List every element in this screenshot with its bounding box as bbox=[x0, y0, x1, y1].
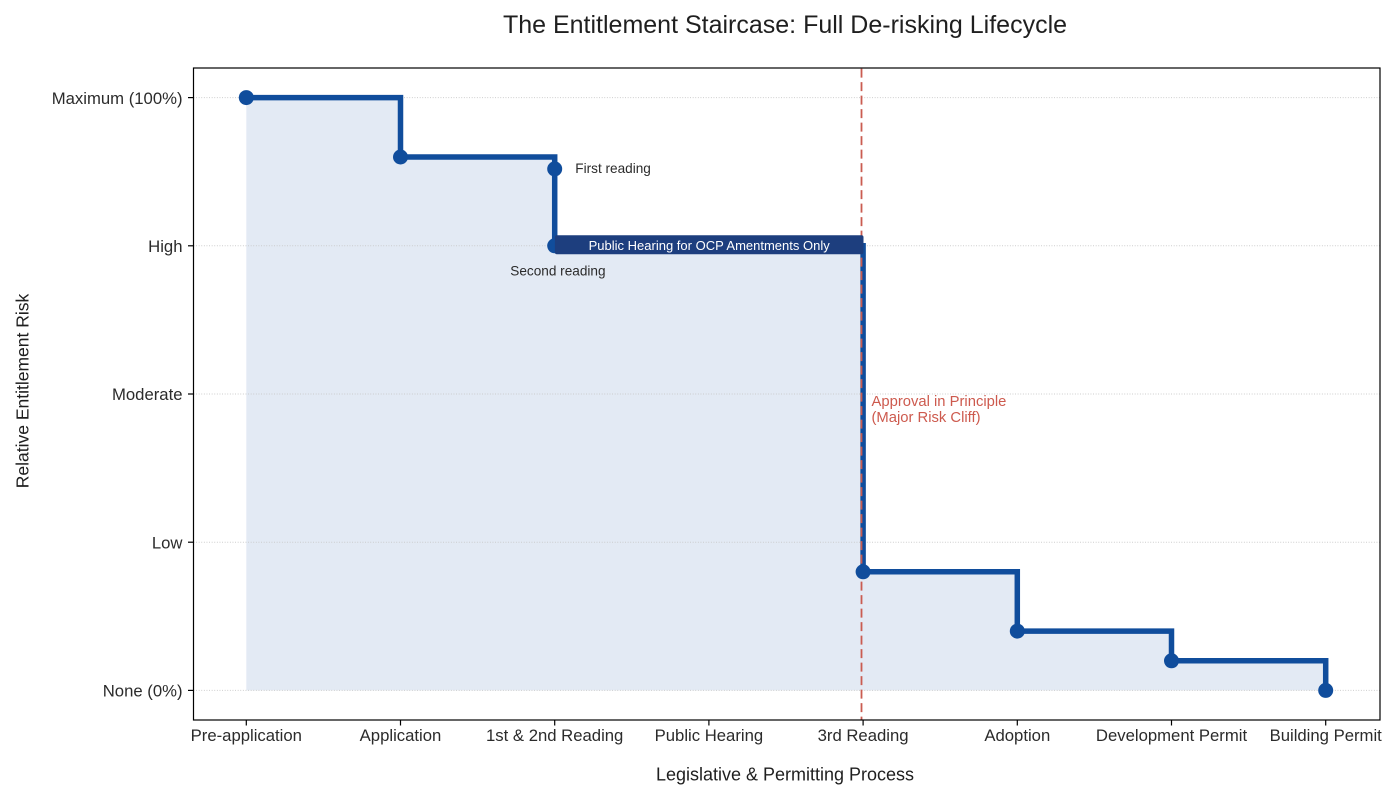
svg-text:Relative Entitlement Risk: Relative Entitlement Risk bbox=[13, 293, 33, 488]
svg-text:The Entitlement Staircase: Ful: The Entitlement Staircase: Full De-riski… bbox=[503, 11, 1067, 39]
svg-text:(Major Risk Cliff): (Major Risk Cliff) bbox=[872, 410, 981, 426]
svg-text:Adoption: Adoption bbox=[984, 726, 1050, 745]
svg-text:1st & 2nd Reading: 1st & 2nd Reading bbox=[486, 726, 623, 745]
svg-text:Legislative & Permitting Proce: Legislative & Permitting Process bbox=[656, 765, 914, 785]
svg-text:3rd Reading: 3rd Reading bbox=[818, 726, 909, 745]
svg-text:High: High bbox=[148, 237, 182, 256]
svg-text:Development Permit: Development Permit bbox=[1096, 726, 1248, 745]
svg-text:Maximum (100%): Maximum (100%) bbox=[52, 89, 183, 108]
svg-text:Public Hearing for OCP Amentme: Public Hearing for OCP Amentments Only bbox=[589, 238, 831, 253]
svg-text:Approval in Principle: Approval in Principle bbox=[872, 394, 1007, 410]
svg-text:Low: Low bbox=[152, 533, 184, 552]
svg-text:First reading: First reading bbox=[575, 161, 651, 176]
svg-text:Building Permit: Building Permit bbox=[1270, 726, 1383, 745]
svg-text:None (0%): None (0%) bbox=[103, 682, 183, 701]
svg-text:Public Hearing: Public Hearing bbox=[655, 726, 764, 745]
svg-text:Application: Application bbox=[360, 726, 442, 745]
svg-text:Moderate: Moderate bbox=[112, 385, 183, 404]
svg-text:Pre-application: Pre-application bbox=[191, 726, 302, 745]
svg-text:Second reading: Second reading bbox=[510, 264, 605, 279]
